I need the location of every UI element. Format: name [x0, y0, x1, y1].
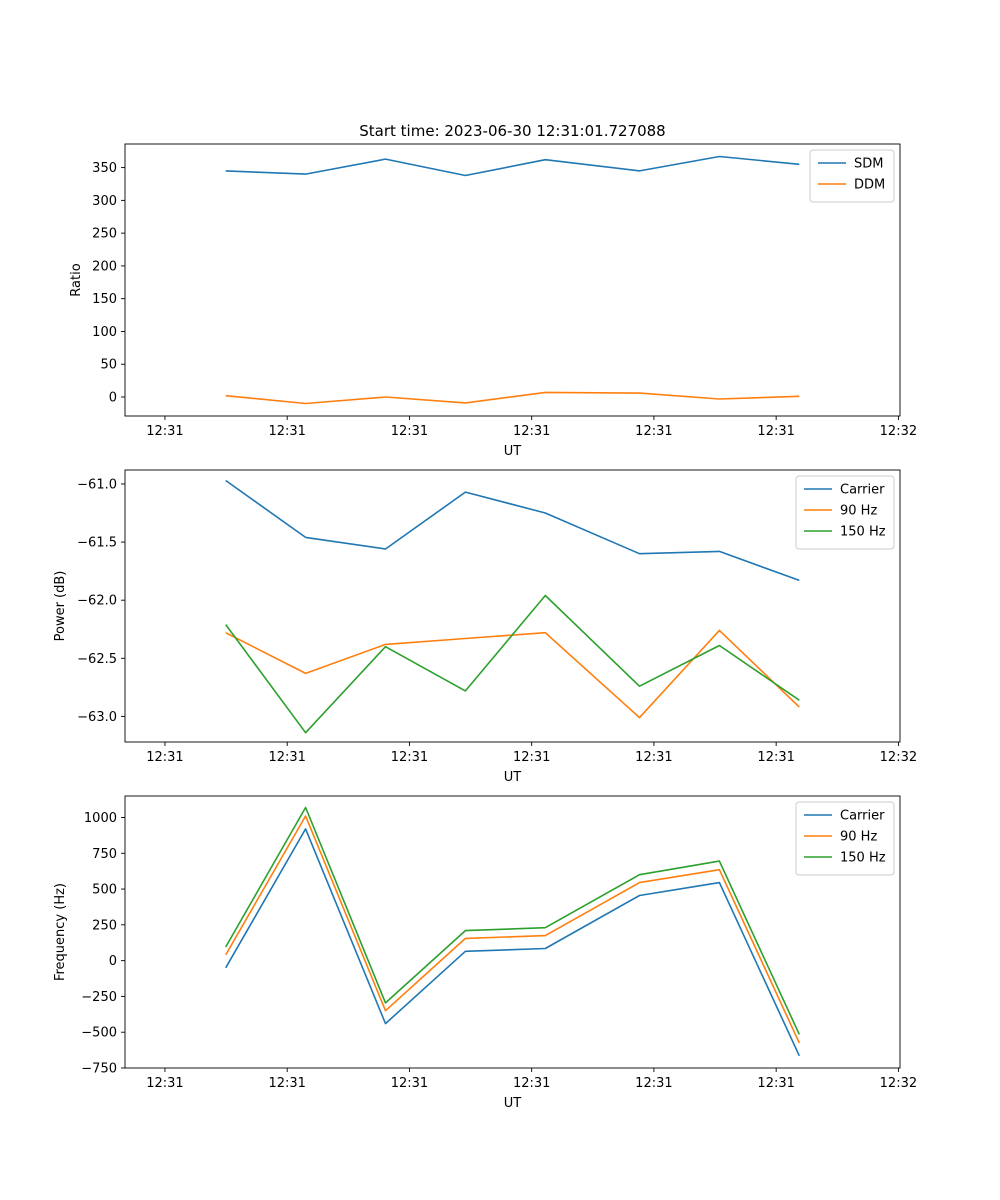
y-tick-label: −62.5: [77, 652, 117, 667]
legend-label: DDM: [854, 178, 885, 193]
x-tick-label: 12:31: [757, 750, 794, 765]
chart-panel-2: 12:31 12:31 12:31 12:31 12:31 12:31 12:32 −61.0…: [53, 469, 917, 785]
series-line-carrier: [225, 479, 800, 582]
y-tick-label: 250: [92, 227, 117, 242]
x-tick-label: 12:31: [513, 750, 550, 765]
y-axis-label: Power (dB): [53, 571, 68, 642]
legend-label: 90 Hz: [840, 504, 877, 519]
series-line-sdm: [225, 155, 800, 177]
series-line-150-hz: [225, 806, 801, 1035]
y-tick-label: 100: [92, 325, 117, 340]
y-tick-label: −250: [81, 990, 117, 1005]
y-tick-label: 200: [92, 259, 117, 274]
series-line-150-hz: [225, 594, 800, 734]
legend-label: 90 Hz: [840, 830, 877, 845]
y-tick-label: 0: [109, 954, 117, 969]
series-line-ddm: [225, 391, 800, 405]
x-axis-label: UT: [504, 1096, 522, 1111]
series-line-90-hz: [225, 629, 800, 719]
y-tick-label: −750: [81, 1062, 117, 1077]
x-axis-label: UT: [504, 770, 522, 785]
x-tick-label: 12:31: [391, 750, 428, 765]
x-tick-label: 12:31: [146, 750, 183, 765]
x-tick-label: 12:31: [268, 424, 305, 439]
y-tick-label: −500: [81, 1026, 117, 1041]
legend-label: 150 Hz: [840, 851, 886, 866]
y-tick-label: 300: [92, 194, 117, 209]
y-tick-label: −63.0: [77, 710, 117, 725]
y-tick-label: 350: [92, 161, 117, 176]
legend: SDM DDM: [809, 149, 895, 203]
y-tick-label: 750: [92, 847, 117, 862]
legend-label: SDM: [854, 157, 883, 172]
legend: Carrier 90 Hz 150 Hz: [795, 801, 895, 876]
x-tick-label: 12:31: [268, 750, 305, 765]
y-tick-label: 250: [92, 918, 117, 933]
chart-panels: 12:31 12:31 12:31 12:31 12:31 12:31 12:32 0 50 10…: [53, 143, 917, 1111]
y-tick-label: 0: [109, 390, 117, 405]
y-tick-label: 150: [92, 292, 117, 307]
x-tick-label: 12:32: [880, 750, 917, 765]
figure-title: Start time: 2023-06-30 12:31:01.727088: [359, 122, 665, 140]
x-tick-label: 12:31: [513, 1076, 550, 1091]
x-tick-label: 12:32: [880, 1076, 917, 1091]
y-tick-label: −61.5: [77, 536, 117, 551]
y-tick-label: 50: [100, 358, 117, 373]
x-tick-label: 12:31: [391, 1076, 428, 1091]
x-tick-label: 12:31: [146, 1076, 183, 1091]
x-tick-label: 12:31: [268, 1076, 305, 1091]
y-tick-label: 1000: [84, 811, 117, 826]
y-tick-label: −61.0: [77, 477, 117, 492]
x-tick-label: 12:32: [880, 424, 917, 439]
x-axis-label: UT: [504, 444, 522, 459]
plot-frame: [124, 795, 901, 1069]
plot-frame: [124, 143, 901, 417]
x-tick-label: 12:31: [391, 424, 428, 439]
chart-panel-3: 12:31 12:31 12:31 12:31 12:31 12:31 12:32 −750 −…: [53, 795, 917, 1111]
y-axis-label: Frequency (Hz): [53, 883, 68, 981]
legend-label: Carrier: [840, 809, 885, 824]
plot-frame: [124, 469, 901, 743]
x-tick-label: 12:31: [757, 424, 794, 439]
chart-panel-1: 12:31 12:31 12:31 12:31 12:31 12:31 12:32 0 50 10…: [69, 143, 917, 459]
legend-label: Carrier: [840, 483, 885, 498]
series-line-90-hz: [225, 815, 801, 1044]
legend: Carrier 90 Hz 150 Hz: [795, 475, 895, 550]
x-tick-label: 12:31: [635, 424, 672, 439]
x-tick-label: 12:31: [635, 1076, 672, 1091]
series-line-carrier: [225, 828, 801, 1057]
x-tick-label: 12:31: [513, 424, 550, 439]
y-axis-label: Ratio: [69, 263, 84, 296]
x-tick-label: 12:31: [146, 424, 183, 439]
x-tick-label: 12:31: [635, 750, 672, 765]
y-tick-label: −62.0: [77, 594, 117, 609]
y-tick-label: 500: [92, 883, 117, 898]
x-tick-label: 12:31: [757, 1076, 794, 1091]
legend-label: 150 Hz: [840, 525, 886, 540]
